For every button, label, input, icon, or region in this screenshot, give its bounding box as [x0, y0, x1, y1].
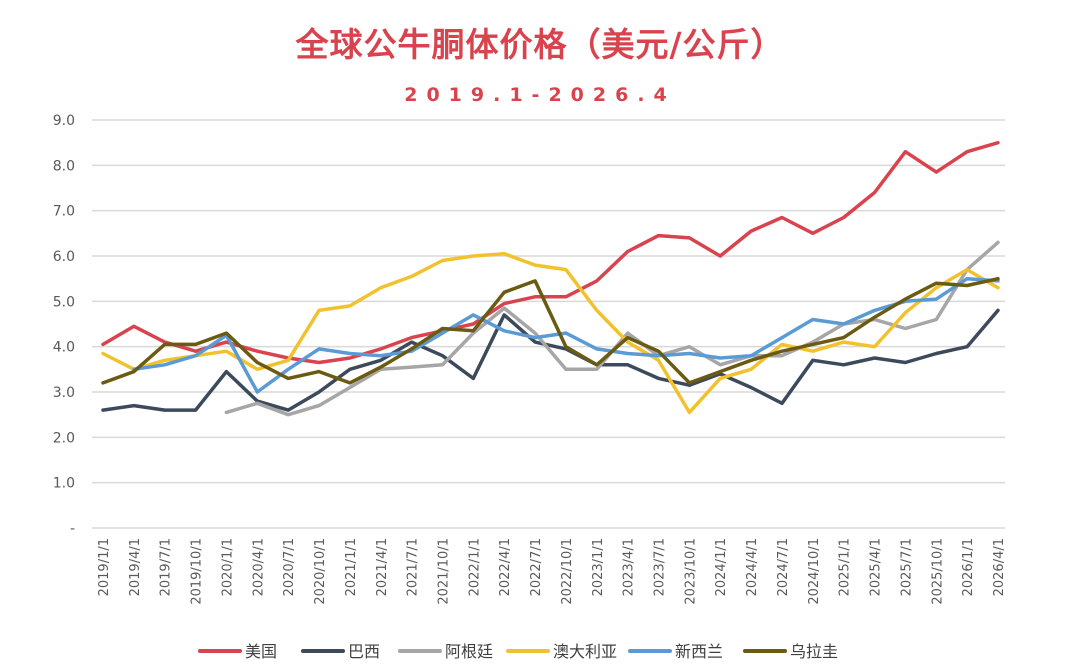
x-tick-label: 2025/1/1: [838, 538, 853, 596]
x-tick-label: 2022/1/1: [467, 538, 482, 596]
x-tick-label: 2023/7/1: [653, 538, 668, 596]
x-tick-label: 2025/10/1: [930, 538, 945, 605]
series-line-新西兰: [132, 276, 1000, 394]
legend-label: 澳大利亚: [553, 642, 617, 661]
series-line-巴西: [101, 308, 1000, 412]
x-tick-label: 2025/4/1: [869, 538, 884, 596]
series-line-乌拉圭: [101, 276, 1000, 385]
x-tick-label: 2020/7/1: [282, 538, 297, 596]
x-tick-label: 2021/7/1: [406, 538, 421, 596]
series-line-美国: [101, 140, 1000, 365]
x-tick-label: 2020/1/1: [220, 538, 235, 596]
x-tick-label: 2019/4/1: [128, 538, 143, 596]
x-tick-label: 2024/1/1: [714, 538, 729, 596]
y-tick-label: 9.0: [53, 113, 75, 129]
chart-subtitle: 2019.1-2026.4: [404, 84, 676, 106]
y-tick-label: -: [70, 521, 75, 537]
y-tick-label: 2.0: [53, 430, 75, 446]
legend-label: 乌拉圭: [790, 642, 838, 661]
y-tick-label: 3.0: [53, 385, 75, 401]
x-tick-label: 2022/4/1: [498, 538, 513, 596]
x-tick-label: 2022/7/1: [529, 538, 544, 596]
x-tick-label: 2021/10/1: [436, 538, 451, 605]
legend-label: 新西兰: [675, 642, 723, 661]
x-tick-label: 2019/10/1: [190, 538, 205, 605]
x-tick-label: 2021/1/1: [344, 538, 359, 596]
y-tick-label: 7.0: [53, 204, 75, 220]
y-tick-label: 4.0: [53, 340, 75, 356]
x-tick-label: 2019/1/1: [97, 538, 112, 596]
legend-label: 巴西: [348, 642, 380, 661]
x-tick-label: 2023/10/1: [683, 538, 698, 605]
x-tick-label: 2026/4/1: [992, 538, 1007, 596]
chart-title: 全球公牛胴体价格（美元/公斤）: [295, 25, 785, 64]
x-tick-label: 2026/1/1: [961, 538, 976, 596]
y-tick-label: 8.0: [53, 158, 75, 174]
x-tick-label: 2024/10/1: [807, 538, 822, 605]
y-tick-label: 1.0: [53, 476, 75, 492]
x-tick-label: 2023/1/1: [591, 538, 606, 596]
x-tick-label: 2024/7/1: [776, 538, 791, 596]
legend-label: 阿根廷: [445, 642, 493, 661]
y-tick-label: 5.0: [53, 294, 75, 310]
series-line-澳大利亚: [101, 251, 1000, 415]
x-tick-label: 2023/4/1: [622, 538, 637, 596]
x-tick-label: 2022/10/1: [560, 538, 575, 605]
x-tick-label: 2019/7/1: [159, 538, 174, 596]
x-tick-label: 2021/4/1: [375, 538, 390, 596]
legend-label: 美国: [245, 642, 277, 661]
x-tick-label: 2024/4/1: [745, 538, 760, 596]
x-tick-label: 2020/4/1: [251, 538, 266, 596]
x-tick-label: 2025/7/1: [899, 538, 914, 596]
y-tick-label: 6.0: [53, 249, 75, 265]
x-tick-label: 2020/10/1: [313, 538, 328, 605]
